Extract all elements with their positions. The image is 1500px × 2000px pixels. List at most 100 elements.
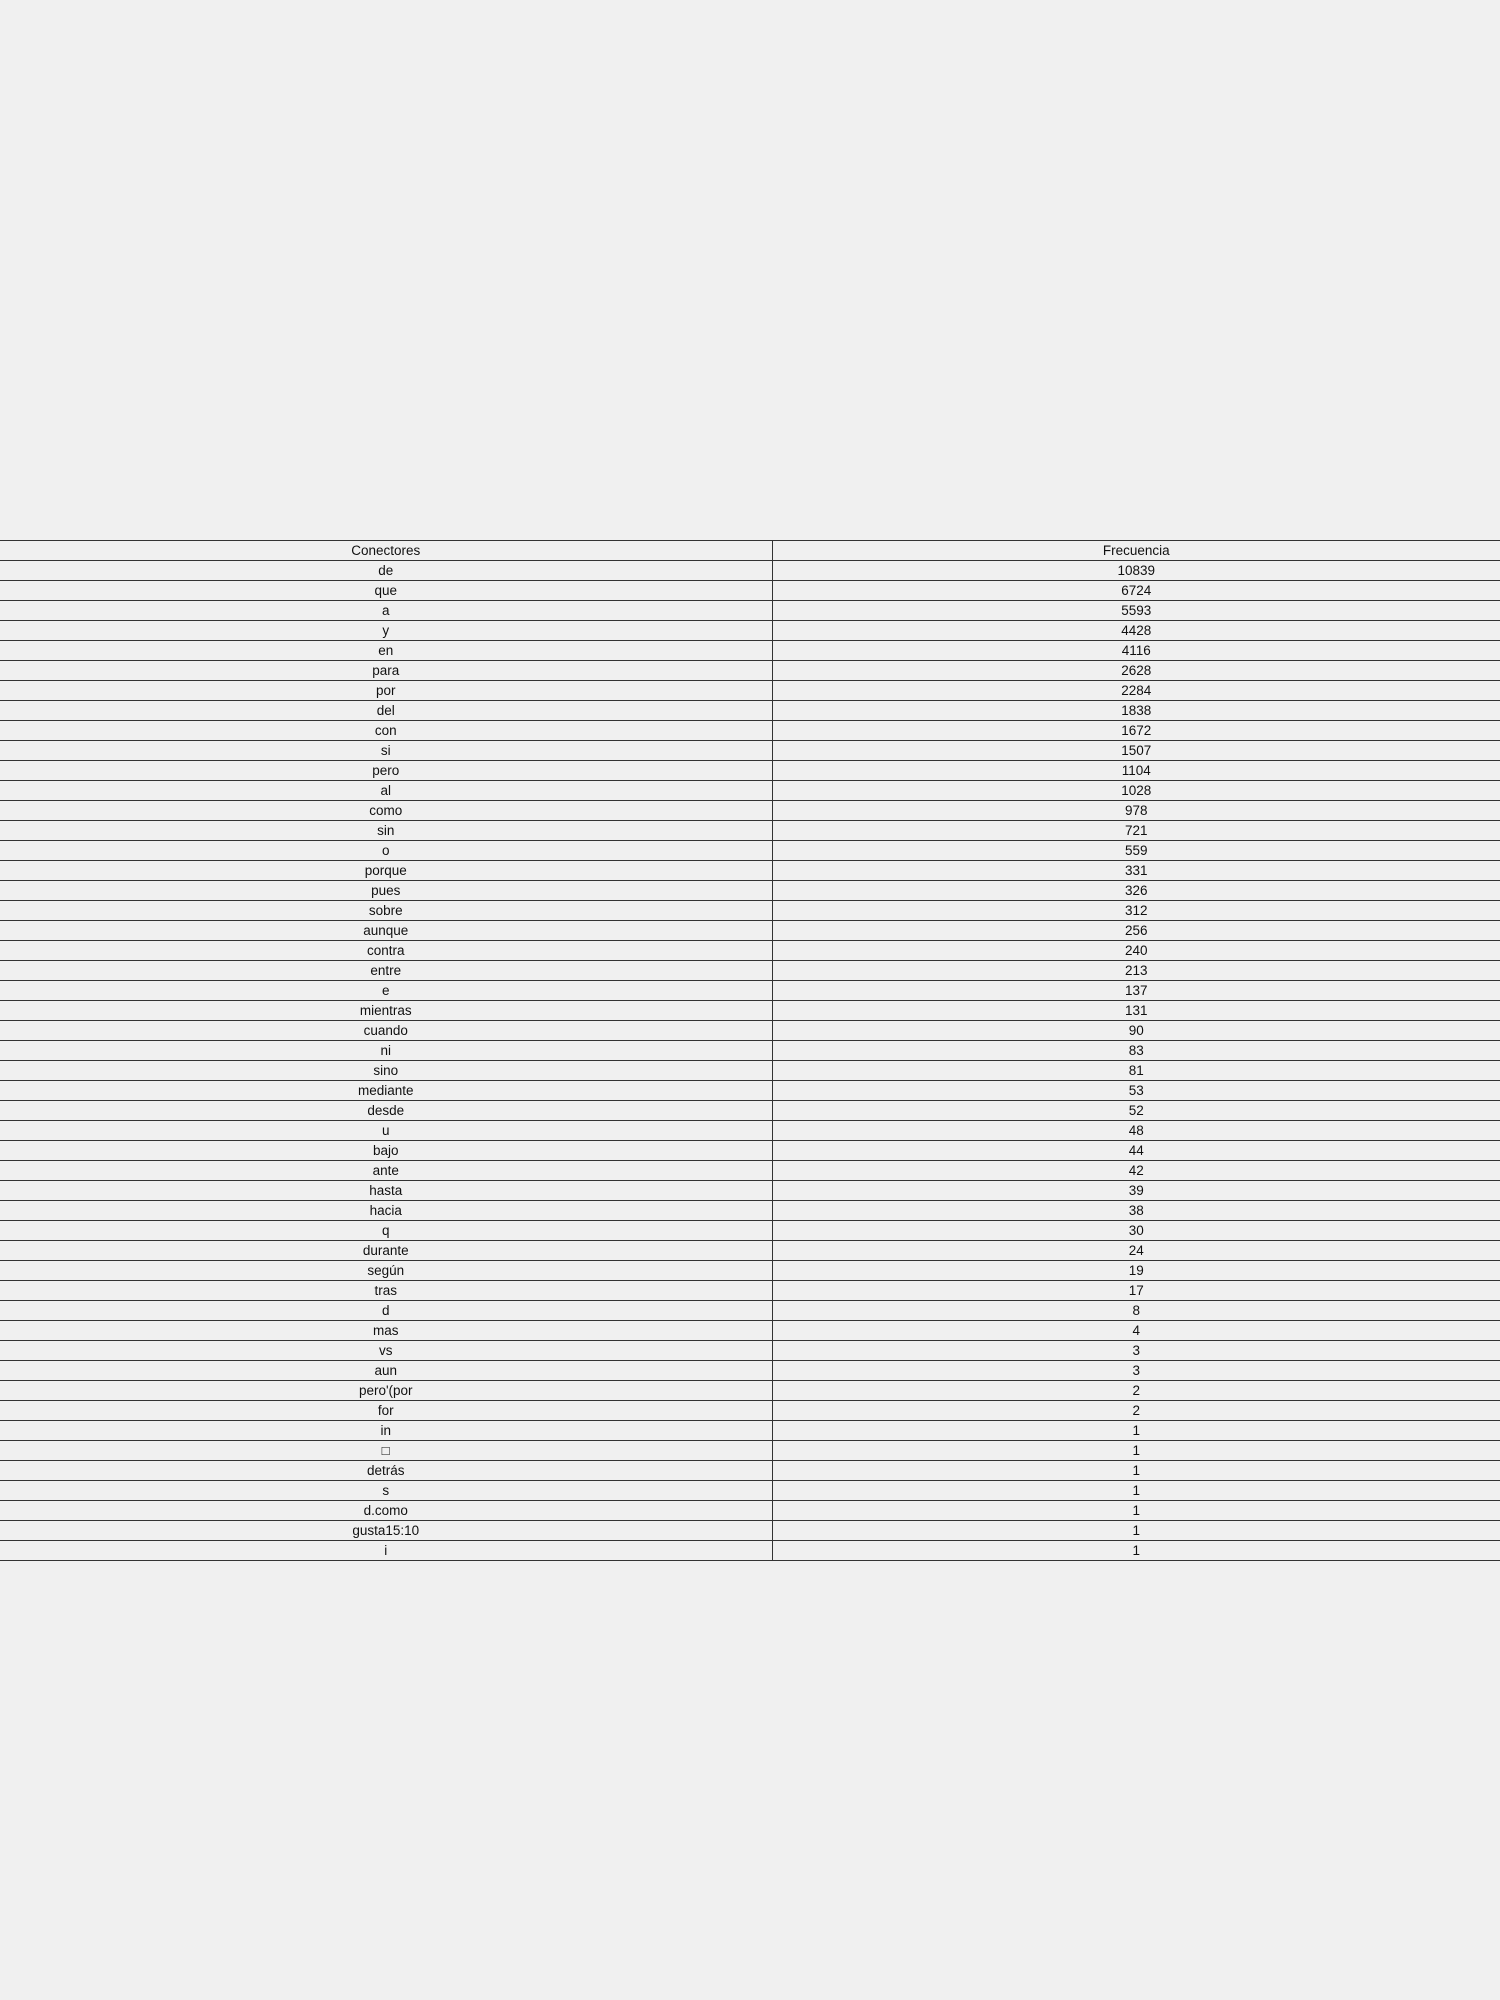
table-row: contra 240: [0, 940, 1500, 961]
table-row: u 48: [0, 1120, 1500, 1141]
connector-cell: según: [0, 1260, 773, 1281]
connector-cell: cuando: [0, 1020, 773, 1041]
header-conectores: Conectores: [0, 540, 773, 561]
connector-cell: al: [0, 780, 773, 801]
frequency-cell: 312: [772, 900, 1500, 921]
frequency-cell: 2: [772, 1380, 1500, 1401]
frequency-cell: 1838: [772, 700, 1500, 721]
frequency-cell: 24: [772, 1240, 1500, 1261]
table-row: a 5593: [0, 600, 1500, 621]
frequency-cell: 19: [772, 1260, 1500, 1281]
frequency-cell: 331: [772, 860, 1500, 881]
table-row: del 1838: [0, 700, 1500, 721]
connector-cell: durante: [0, 1240, 773, 1261]
frequency-cell: 3: [772, 1340, 1500, 1361]
table-row: pero'(por 2: [0, 1380, 1500, 1401]
frequency-cell: 44: [772, 1140, 1500, 1161]
table-body: de 10839 que 6724 a 5593 y 4428 en 4116 para 2628 po…: [0, 560, 1500, 1561]
connector-cell: q: [0, 1220, 773, 1241]
table-row: in 1: [0, 1420, 1500, 1441]
frequency-cell: 1507: [772, 740, 1500, 761]
frequency-cell: 1: [772, 1420, 1500, 1441]
frequency-cell: 137: [772, 980, 1500, 1001]
frequency-cell: 30: [772, 1220, 1500, 1241]
frequency-cell: 2284: [772, 680, 1500, 701]
table-row: aun 3: [0, 1360, 1500, 1381]
connector-cell: sin: [0, 820, 773, 841]
connector-cell: ni: [0, 1040, 773, 1061]
table-row: gusta15:10 1: [0, 1520, 1500, 1541]
frequency-cell: 48: [772, 1120, 1500, 1141]
connector-cell: porque: [0, 860, 773, 881]
frequency-cell: 1: [772, 1540, 1500, 1561]
connector-cell: mientras: [0, 1000, 773, 1021]
table-row: mientras 131: [0, 1000, 1500, 1021]
frequency-cell: 2: [772, 1400, 1500, 1421]
frequency-cell: 53: [772, 1080, 1500, 1101]
table-row: por 2284: [0, 680, 1500, 701]
connector-cell: i: [0, 1540, 773, 1561]
frequency-cell: 3: [772, 1360, 1500, 1381]
table-row: para 2628: [0, 660, 1500, 681]
frequency-cell: 1: [772, 1500, 1500, 1521]
connector-cell: y: [0, 620, 773, 641]
frequency-cell: 131: [772, 1000, 1500, 1021]
frequency-cell: 42: [772, 1160, 1500, 1181]
table-row: hasta 39: [0, 1180, 1500, 1201]
connector-cell: vs: [0, 1340, 773, 1361]
frequency-cell: 721: [772, 820, 1500, 841]
connector-cell: for: [0, 1400, 773, 1421]
frequency-cell: 1: [772, 1440, 1500, 1461]
frequency-cell: 240: [772, 940, 1500, 961]
connector-cell: s: [0, 1480, 773, 1501]
connector-cell: pues: [0, 880, 773, 901]
table-row: o 559: [0, 840, 1500, 861]
frequency-cell: 1104: [772, 760, 1500, 781]
connector-cell: d.como: [0, 1500, 773, 1521]
table-row: como 978: [0, 800, 1500, 821]
connector-cell: ante: [0, 1160, 773, 1181]
connector-cell: gusta15:10: [0, 1520, 773, 1541]
connector-cell: mediante: [0, 1080, 773, 1101]
table-row: ni 83: [0, 1040, 1500, 1061]
table-row: pero 1104: [0, 760, 1500, 781]
frequency-cell: 559: [772, 840, 1500, 861]
connector-cell: del: [0, 700, 773, 721]
connector-cell: hacia: [0, 1200, 773, 1221]
frequency-cell: 8: [772, 1300, 1500, 1321]
table-row: cuando 90: [0, 1020, 1500, 1041]
frequency-cell: 1: [772, 1480, 1500, 1501]
frequency-cell: 213: [772, 960, 1500, 981]
frequency-cell: 81: [772, 1060, 1500, 1081]
frequency-cell: 4428: [772, 620, 1500, 641]
connector-cell: tras: [0, 1280, 773, 1301]
frequency-cell: 52: [772, 1100, 1500, 1121]
connector-cell: e: [0, 980, 773, 1001]
table-row: bajo 44: [0, 1140, 1500, 1161]
table-row: vs 3: [0, 1340, 1500, 1361]
frequency-table: Conectores Frecuencia de 10839 que 6724 a 559…: [0, 540, 1500, 1561]
connector-cell: para: [0, 660, 773, 681]
connector-cell: mas: [0, 1320, 773, 1341]
frequency-cell: 90: [772, 1020, 1500, 1041]
table-row: pues 326: [0, 880, 1500, 901]
table-row: aunque 256: [0, 920, 1500, 941]
frequency-cell: 1028: [772, 780, 1500, 801]
connector-cell: u: [0, 1120, 773, 1141]
table-row: ante 42: [0, 1160, 1500, 1181]
connector-cell: como: [0, 800, 773, 821]
table-row: q 30: [0, 1220, 1500, 1241]
table-row: entre 213: [0, 960, 1500, 981]
header-frecuencia: Frecuencia: [772, 540, 1500, 561]
frequency-cell: 1: [772, 1460, 1500, 1481]
frequency-cell: 978: [772, 800, 1500, 821]
frequency-cell: 5593: [772, 600, 1500, 621]
frequency-cell: 39: [772, 1180, 1500, 1201]
table-row: de 10839: [0, 560, 1500, 581]
table-row: con 1672: [0, 720, 1500, 741]
table-row: durante 24: [0, 1240, 1500, 1261]
connector-cell: hasta: [0, 1180, 773, 1201]
frequency-cell: 1: [772, 1520, 1500, 1541]
